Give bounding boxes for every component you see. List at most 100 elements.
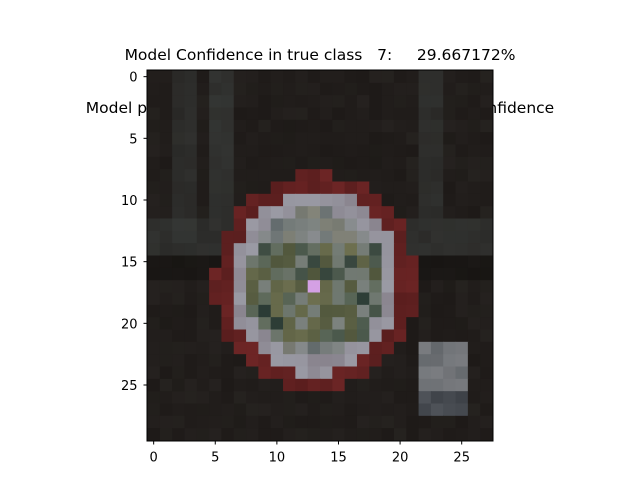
image-pixel: [258, 354, 272, 368]
image-pixel: [221, 280, 235, 294]
image-pixel: [344, 403, 358, 417]
image-pixel: [369, 304, 383, 318]
image-pixel: [356, 70, 370, 84]
image-pixel: [196, 107, 210, 121]
image-pixel: [147, 428, 161, 442]
image-pixel: [344, 391, 358, 405]
image-pixel: [418, 366, 432, 380]
image-pixel: [159, 243, 173, 257]
image-pixel: [406, 144, 420, 158]
image-pixel: [406, 267, 420, 281]
y-tick-label: 15: [121, 256, 138, 271]
image-pixel: [233, 428, 247, 442]
image-pixel: [467, 329, 481, 343]
image-pixel: [283, 391, 296, 405]
image-pixel: [480, 230, 494, 244]
image-pixel: [332, 132, 346, 146]
image-pixel: [196, 304, 210, 318]
image-pixel: [221, 218, 235, 232]
image-pixel: [381, 255, 395, 269]
image-pixel: [258, 366, 272, 380]
image-pixel: [369, 156, 383, 170]
image-pixel: [356, 280, 370, 294]
image-pixel: [406, 156, 420, 170]
image-pixel: [184, 267, 198, 281]
x-tick-label: 5: [211, 451, 219, 466]
image-pixel: [184, 107, 198, 121]
image-pixel: [418, 132, 432, 146]
image-pixel: [295, 193, 309, 207]
image-pixel: [221, 119, 235, 133]
image-pixel: [221, 366, 235, 380]
y-tick-label: 10: [121, 194, 138, 209]
image-pixel: [159, 329, 173, 343]
image-pixel: [221, 255, 235, 269]
x-tick-label: 0: [150, 451, 158, 466]
image-pixel: [209, 329, 223, 343]
image-pixel: [455, 329, 469, 343]
image-pixel: [172, 243, 186, 257]
image-pixel: [344, 341, 358, 355]
image-pixel: [381, 317, 395, 331]
image-pixel: [233, 132, 247, 146]
image-pixel: [209, 107, 223, 121]
image-pixel: [443, 317, 457, 331]
image-pixel: [307, 181, 321, 195]
image-pixel: [344, 428, 358, 442]
image-pixel: [184, 169, 198, 183]
image-pixel: [172, 70, 186, 84]
image-pixel: [455, 280, 469, 294]
image-pixel: [393, 317, 407, 331]
image-pixel: [147, 317, 161, 331]
image-pixel: [172, 107, 186, 121]
image-pixel: [221, 70, 235, 84]
image-pixel: [467, 267, 481, 281]
image-pixel: [381, 366, 395, 380]
image-pixel: [430, 341, 444, 355]
image-pixel: [147, 206, 161, 220]
image-pixel: [295, 107, 309, 121]
image-pixel: [344, 218, 358, 232]
image-pixel: [443, 206, 457, 220]
image-pixel: [283, 70, 296, 84]
image-pixel: [184, 304, 198, 318]
image-pixel: [344, 156, 358, 170]
image-pixel: [147, 341, 161, 355]
image-pixel: [320, 428, 333, 442]
image-pixel: [480, 132, 494, 146]
image-pixel: [467, 341, 481, 355]
image-pixel: [393, 403, 407, 417]
image-pixel: [480, 329, 494, 343]
image-pixel: [283, 304, 296, 318]
image-pixel: [270, 255, 284, 269]
image-pixel: [430, 403, 444, 417]
image-pixel: [332, 82, 346, 96]
image-pixel: [369, 415, 383, 429]
image-pixel: [393, 181, 407, 195]
image-pixel: [480, 144, 494, 158]
image-pixel: [307, 292, 321, 306]
image-pixel: [209, 280, 223, 294]
image-pixel: [406, 206, 420, 220]
image-pixel: [467, 415, 481, 429]
image-pixel: [418, 169, 432, 183]
image-pixel: [430, 317, 444, 331]
image-pixel: [295, 230, 309, 244]
image-pixel: [344, 267, 358, 281]
image-pixel: [246, 107, 259, 121]
image-pixel: [443, 144, 457, 158]
image-pixel: [270, 181, 284, 195]
image-pixel: [258, 341, 272, 355]
image-pixel: [418, 70, 432, 84]
image-pixel: [480, 317, 494, 331]
image-pixel: [430, 70, 444, 84]
image-pixel: [356, 403, 370, 417]
image-pixel: [147, 354, 161, 368]
image-pixel: [332, 169, 346, 183]
image-pixel: [209, 132, 223, 146]
image-pixel: [356, 144, 370, 158]
image-pixel: [246, 317, 259, 331]
image-pixel: [467, 428, 481, 442]
image-pixel: [332, 267, 346, 281]
